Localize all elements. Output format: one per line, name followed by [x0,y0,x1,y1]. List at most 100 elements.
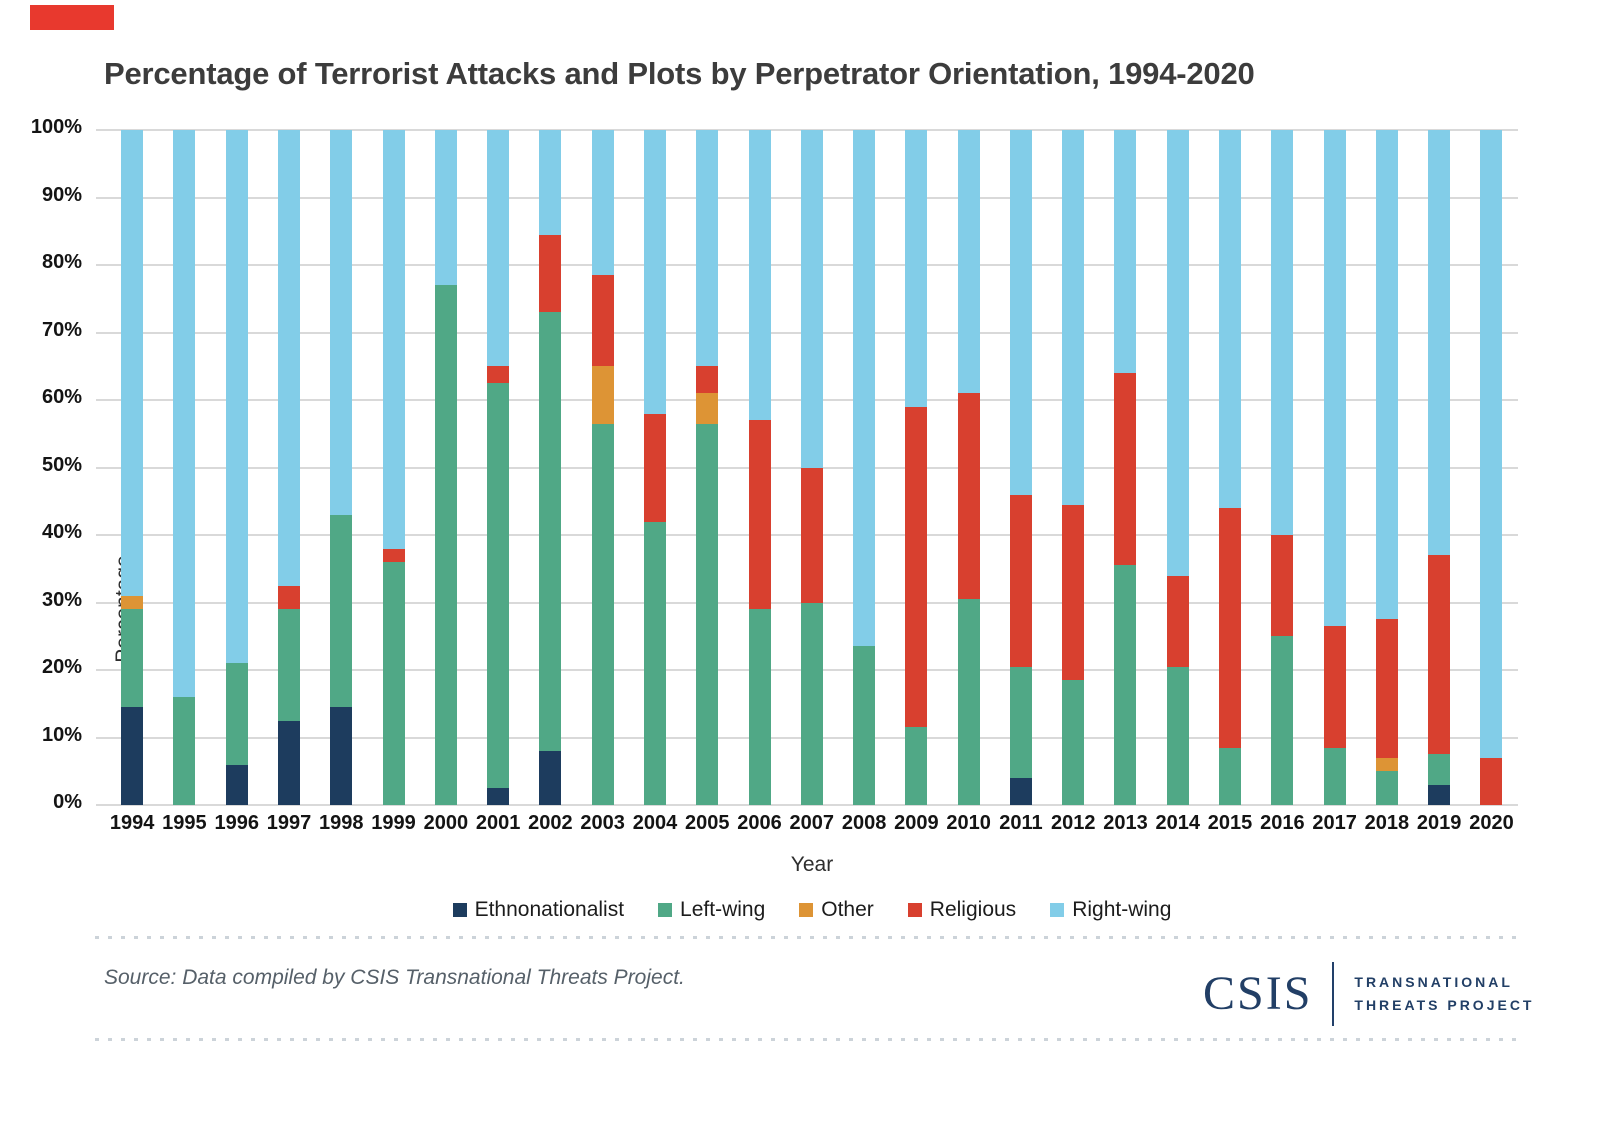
bar-2005-segment-left-wing [696,423,719,805]
legend-label-religious: Religious [929,898,1017,921]
x-tick-2017: 2017 [1312,812,1357,834]
bar-2003 [591,130,614,805]
legend: Ethnonationalist Left-wing Other Religious R… [106,898,1518,922]
bar-2019 [1428,130,1451,805]
legend-swatch-ethnonationalist [452,903,467,917]
bar-2019-segment-ethnonationalist [1428,784,1451,805]
bar-2011-segment-left-wing [1009,666,1032,778]
bar-2000 [434,130,457,805]
legend-label-other: Other [821,898,874,921]
x-tick-1998: 1998 [319,812,364,834]
bar-2004-segment-right-wing [643,130,666,414]
bar-2019-segment-left-wing [1428,754,1451,785]
x-tick-2000: 2000 [423,812,469,834]
bar-2007-segment-right-wing [800,130,823,468]
bar-2014-segment-religious [1166,575,1189,667]
bar-2007 [800,130,823,805]
x-tick-2011: 2011 [999,812,1043,834]
logo-subtitle-line2: THREATS PROJECT [1354,997,1535,1013]
bar-1994-segment-ethnonationalist [121,707,144,805]
bar-2011-segment-religious [1009,494,1032,667]
bar-1996 [225,130,248,805]
y-tick-70: 70% [41,318,82,341]
bar-2018-segment-other [1375,757,1398,772]
bar-1996-segment-left-wing [225,663,248,765]
bar-2007-segment-religious [800,467,823,603]
bar-2015-segment-left-wing [1219,747,1242,805]
bar-2000-segment-right-wing [434,130,457,286]
bar-2004-segment-left-wing [643,521,666,805]
bar-2004 [643,130,666,805]
bar-2010-segment-right-wing [957,130,980,394]
bar-1998-segment-right-wing [330,130,353,515]
bar-1994 [121,130,144,805]
bar-2019-segment-religious [1428,555,1451,755]
bar-2013-segment-left-wing [1114,565,1137,805]
bar-1994-segment-right-wing [121,130,144,596]
bar-2018-segment-left-wing [1375,771,1398,805]
legend-swatch-right-wing [1050,903,1065,917]
bar-2005-segment-religious [696,366,719,394]
chart-title: Percentage of Terrorist Attacks and Plot… [104,56,1255,91]
bar-2017 [1323,130,1346,805]
x-axis-ticks: 1994 1995 1996 1997 1998 1999 2000 2001 2002 2003… [106,812,1518,835]
bar-2018-segment-right-wing [1375,130,1398,620]
bar-2012-segment-right-wing [1062,130,1085,505]
x-tick-2002: 2002 [528,812,573,834]
y-tick-60: 60% [41,386,82,408]
bar-2009-segment-religious [905,406,928,728]
bar-2002-segment-right-wing [539,130,562,235]
bar-2001 [487,130,510,805]
bar-2001-segment-ethnonationalist [487,788,510,805]
bar-2001-segment-religious [487,366,510,384]
x-tick-2014: 2014 [1155,812,1201,834]
bar-1999-segment-left-wing [382,562,405,805]
source-note: Source: Data compiled by CSIS Transnatio… [104,966,685,989]
x-axis-title: Year [790,853,834,876]
y-tick-90: 90% [41,183,82,206]
gridline-0: 0% [53,791,1518,813]
legend-item-religious: Religious [907,898,1017,922]
x-tick-2003: 2003 [580,812,625,834]
bar-2012-segment-religious [1062,504,1085,681]
y-tick-0: 0% [53,791,82,813]
bar-1994-segment-left-wing [121,609,144,708]
legend-swatch-other [799,903,814,917]
bar-1997-segment-religious [277,585,300,610]
x-tick-1994: 1994 [109,812,155,834]
bar-2008-segment-right-wing [853,130,876,647]
y-tick-50: 50% [41,453,82,476]
bar-2016-segment-right-wing [1271,130,1294,535]
bar-2015 [1219,130,1242,805]
bar-2011-segment-right-wing [1009,130,1032,495]
bar-1999-segment-right-wing [382,130,405,549]
brand-accent-bar [30,5,114,30]
bar-2017-segment-right-wing [1323,130,1346,627]
bar-1998-segment-left-wing [330,514,353,708]
x-tick-2008: 2008 [841,812,887,834]
bar-2020 [1480,130,1503,805]
y-tick-40: 40% [41,521,82,543]
bar-2016 [1271,130,1294,805]
bar-2006-segment-left-wing [748,609,771,805]
bar-2010 [957,130,980,805]
legend-swatch-left-wing [658,903,673,917]
bar-2016-segment-left-wing [1271,636,1294,805]
dotted-separator-bottom [95,1038,1520,1041]
logo-divider [1332,962,1335,1026]
bar-1999 [382,130,405,805]
bar-2003-segment-religious [591,275,614,367]
legend-swatch-religious [907,903,922,917]
csis-logo-wordmark: CSIS [1203,967,1313,1020]
bar-2003-segment-left-wing [591,423,614,805]
bar-2006-segment-right-wing [748,130,771,421]
legend-item-right-wing: Right-wing [1050,898,1171,922]
bar-2005-segment-right-wing [696,130,719,367]
bar-2005-segment-other [696,393,719,424]
bar-2013-segment-right-wing [1114,130,1137,373]
bar-2014 [1166,130,1189,805]
legend-label-ethnonationalist: Ethnonationalist [474,898,625,921]
y-tick-30: 30% [41,588,82,611]
bar-1995-segment-left-wing [173,697,196,805]
bar-2013-segment-religious [1114,373,1137,566]
